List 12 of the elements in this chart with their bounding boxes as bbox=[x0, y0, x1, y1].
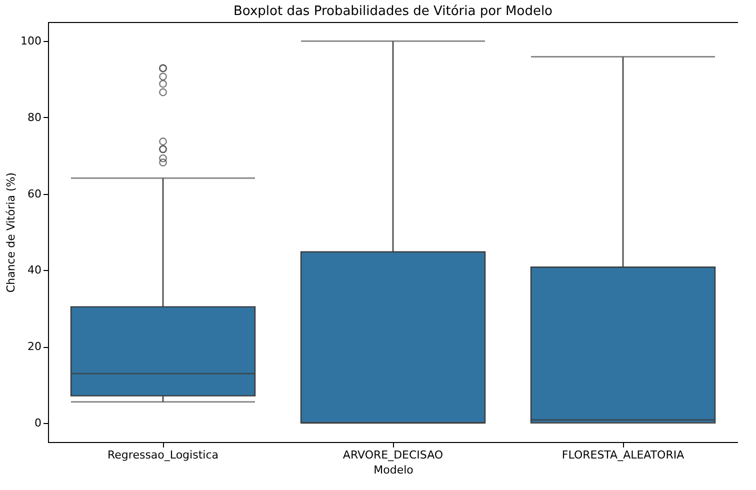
x-tick-label: Regressao_Logistica bbox=[108, 448, 218, 462]
y-tick-label: 20 bbox=[28, 340, 42, 354]
y-tick-label: 40 bbox=[28, 264, 42, 277]
y-tick-label: 0 bbox=[34, 416, 42, 430]
y-axis-title: Chance de Vitória (%) bbox=[4, 172, 18, 293]
chart-title: Boxplot das Probabilidades de Vitória por Modelo bbox=[233, 4, 553, 19]
x-tick-label: ARVORE_DECISAO bbox=[342, 448, 444, 462]
y-tick-label: 60 bbox=[28, 187, 42, 200]
x-tick-label: FLORESTA_ALEATORIA bbox=[562, 448, 685, 462]
y-tick-label: 100 bbox=[20, 34, 42, 48]
x-axis-title: Modelo bbox=[374, 464, 414, 476]
y-tick-label: 80 bbox=[28, 110, 42, 124]
